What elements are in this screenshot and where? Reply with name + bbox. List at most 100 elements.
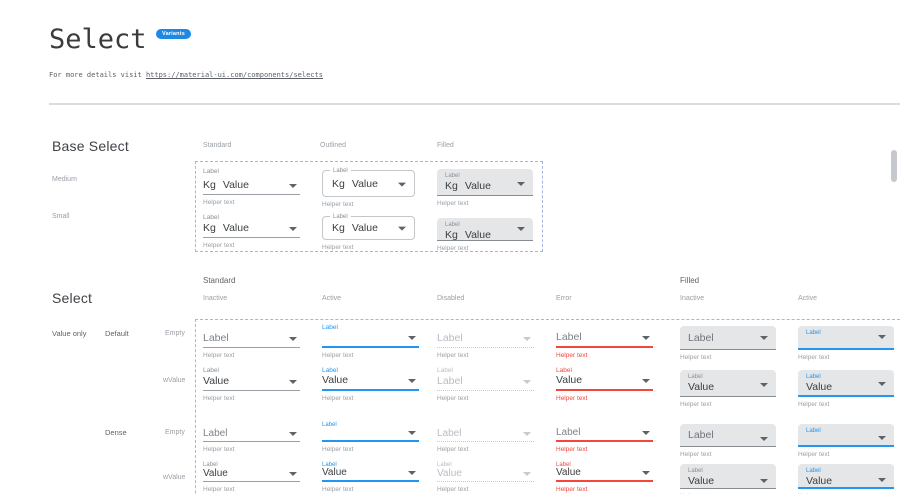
select-control[interactable]: Label Value (798, 464, 894, 489)
column-header-outlined: Outlined (320, 142, 347, 149)
row-label-dense: Dense (105, 428, 127, 437)
floating-label: Label (688, 374, 703, 380)
dropdown-arrow-icon (398, 182, 406, 187)
select-value: Value (556, 467, 581, 478)
column-header-filled: Filled (437, 142, 454, 149)
select-control[interactable]: Label Value (798, 370, 894, 397)
subtitle: For more details visit https://material-… (49, 71, 323, 79)
state-header-disabled: Disabled (437, 295, 465, 302)
select-control[interactable]: Value (322, 374, 419, 391)
dropdown-arrow-icon (398, 226, 406, 231)
dropdown-arrow-icon (760, 336, 768, 340)
section-heading-select: Select (52, 290, 93, 306)
floating-label: Label (203, 367, 219, 374)
select-control[interactable]: Label Value (680, 370, 776, 397)
dropdown-arrow-icon (289, 337, 297, 341)
select-control[interactable]: Label (203, 428, 300, 442)
helper-text: Helper text (680, 451, 712, 458)
floating-label: Label (445, 222, 460, 228)
select-control[interactable]: Kg Value (203, 222, 300, 238)
dropdown-arrow-icon (642, 471, 650, 475)
select-value: Label (437, 332, 463, 344)
select-control[interactable]: Label (437, 375, 534, 391)
select-value: Kg Value (445, 180, 491, 192)
helper-text: Helper text (322, 201, 354, 208)
select-value: Label (203, 332, 229, 344)
select-control[interactable]: Label (437, 332, 534, 348)
helper-text: Helper text (437, 486, 469, 493)
select-control[interactable]: Label Kg Value (322, 167, 415, 197)
select-control[interactable]: Label (437, 428, 534, 442)
select-control[interactable]: Label (556, 331, 653, 348)
group-header-filled: Filled (680, 276, 700, 285)
select-value: Kg Value (203, 179, 249, 191)
subtitle-text: For more details visit (49, 71, 146, 79)
select-control[interactable]: Label (203, 332, 300, 348)
select-control[interactable] (322, 429, 419, 442)
select-value: Value (688, 381, 715, 393)
helper-text: Helper text (203, 199, 235, 206)
select-control[interactable]: Value (322, 467, 419, 482)
page-title: Select (49, 24, 147, 55)
select-standard-inactive-dense-empty: Label Helper text (203, 421, 300, 453)
dropdown-arrow-icon (517, 182, 525, 186)
select-value: Value (556, 374, 583, 386)
floating-label: Label (445, 173, 460, 179)
select-control[interactable]: Label Kg Value (322, 213, 415, 240)
dropdown-arrow-icon (878, 382, 886, 386)
select-control[interactable]: Value (556, 374, 653, 391)
floating-label: Label (806, 428, 821, 434)
helper-text: Helper text (680, 401, 712, 408)
select-control[interactable]: Value (203, 468, 300, 482)
helper-text: Helper text (437, 395, 469, 402)
material-ui-link[interactable]: https://material-ui.com/components/selec… (145, 71, 323, 79)
select-control[interactable] (322, 332, 419, 348)
select-control[interactable]: Value (556, 467, 653, 482)
select-filled-active-dense-empty: Label Helper text (798, 421, 895, 458)
state-header-active-filled: Active (798, 295, 818, 302)
floating-label: Label (330, 167, 351, 175)
select-standard-inactive-empty: Label Helper text (203, 323, 300, 359)
select-control[interactable]: Label (798, 424, 894, 447)
helper-text: Helper text (203, 395, 235, 402)
state-header-inactive-filled: Inactive (680, 295, 705, 302)
select-control[interactable]: Label Value (680, 464, 776, 489)
select-filled-inactive-dense-empty: Label Helper text (680, 421, 777, 458)
header-divider (49, 103, 900, 105)
select-control[interactable]: Value (203, 375, 300, 391)
state-header-active-standard: Active (322, 295, 342, 302)
select-control[interactable]: Label (680, 326, 776, 350)
select-control[interactable]: Label Kg Value (437, 218, 533, 241)
select-filled-active-dense-wvalue: Label Value Helper text (798, 461, 895, 494)
dropdown-arrow-icon (289, 184, 297, 188)
scrollbar-thumb[interactable] (891, 150, 897, 182)
select-standard-active-dense-empty: Label Helper text (322, 421, 419, 453)
select-control[interactable]: Kg Value (203, 176, 300, 195)
select-control[interactable]: Label Kg Value (437, 169, 533, 196)
dropdown-arrow-icon (289, 227, 297, 231)
helper-text: Helper text (798, 401, 830, 408)
row-label-default: Default (105, 329, 129, 338)
select-value: Kg Value (203, 222, 249, 234)
select-control[interactable]: Value (437, 468, 534, 482)
floating-label: Label (322, 422, 337, 428)
helper-text: Helper text (556, 352, 588, 359)
dropdown-arrow-icon (408, 471, 416, 475)
helper-text: Helper text (203, 352, 235, 359)
column-header-standard: Standard (203, 142, 232, 149)
select-value: Label (688, 331, 714, 344)
select-value: Value (322, 374, 349, 386)
helper-text: Helper text (437, 200, 469, 207)
select-control[interactable]: Label (556, 427, 653, 442)
select-control[interactable]: Label (680, 424, 776, 447)
select-filled-inactive-empty: Label Helper text (680, 323, 777, 361)
helper-text: Helper text (322, 486, 354, 493)
floating-label: Label (203, 462, 218, 468)
floating-label: Label (203, 168, 219, 175)
select-control[interactable]: Label (798, 326, 894, 350)
dropdown-arrow-icon (408, 431, 416, 435)
floating-label: Label (806, 374, 821, 380)
dropdown-arrow-icon (408, 336, 416, 340)
dropdown-arrow-icon (289, 432, 297, 436)
